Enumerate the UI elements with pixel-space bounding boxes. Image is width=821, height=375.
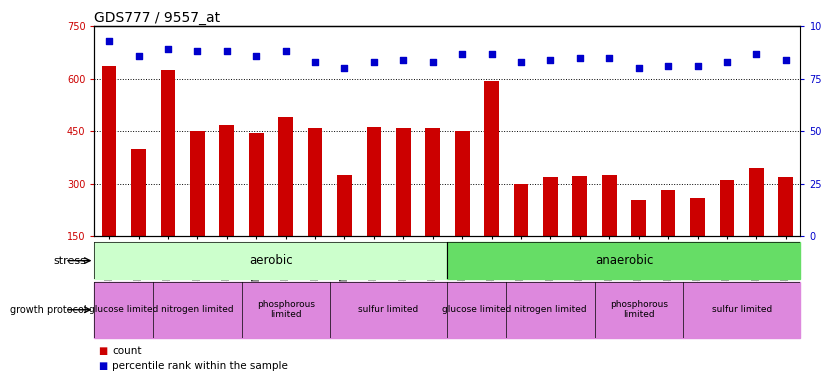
Point	[426, 59, 439, 65]
Bar	[514, 184, 529, 236]
Text: phosphorous
limited: phosphorous limited	[257, 300, 314, 320]
Text: ■: ■	[99, 346, 108, 355]
Text: stress: stress	[53, 256, 86, 266]
Point	[367, 59, 380, 65]
Point	[338, 65, 351, 71]
Bar	[94, 242, 447, 279]
Bar	[484, 81, 499, 236]
Bar	[131, 149, 146, 236]
Point	[132, 53, 145, 58]
Point	[573, 55, 586, 61]
Bar	[683, 282, 800, 338]
Text: glucose limited: glucose limited	[89, 305, 158, 314]
Point	[190, 48, 204, 54]
Bar	[94, 282, 154, 338]
Point	[485, 51, 498, 57]
Bar	[278, 117, 293, 236]
Bar	[543, 177, 557, 236]
Point	[103, 38, 116, 44]
Text: sulfur limited: sulfur limited	[712, 305, 772, 314]
Bar	[249, 133, 264, 236]
Point	[456, 51, 469, 57]
Bar	[308, 128, 323, 236]
Bar	[102, 66, 117, 236]
Text: GDS777 / 9557_at: GDS777 / 9557_at	[94, 11, 221, 25]
Bar	[594, 282, 683, 338]
Text: ■: ■	[99, 361, 108, 370]
Bar	[366, 127, 381, 236]
Bar	[602, 175, 617, 236]
Bar	[161, 70, 176, 236]
Point	[279, 48, 292, 54]
Point	[250, 53, 263, 58]
Text: anaerobic: anaerobic	[594, 254, 654, 267]
Text: percentile rank within the sample: percentile rank within the sample	[112, 361, 288, 370]
Bar	[631, 200, 646, 236]
Bar	[447, 242, 800, 279]
Text: glucose limited: glucose limited	[443, 305, 511, 314]
Text: nitrogen limited: nitrogen limited	[161, 305, 234, 314]
Bar	[219, 125, 234, 236]
Bar	[661, 190, 676, 236]
Point	[750, 51, 763, 57]
Point	[220, 48, 233, 54]
Bar	[572, 176, 587, 236]
Bar	[455, 131, 470, 236]
Point	[662, 63, 675, 69]
Bar	[425, 128, 440, 236]
Point	[603, 55, 616, 61]
Point	[691, 63, 704, 69]
Point	[162, 46, 175, 53]
Point	[720, 59, 733, 65]
Text: aerobic: aerobic	[249, 254, 293, 267]
Point	[309, 59, 322, 65]
Text: sulfur limited: sulfur limited	[359, 305, 419, 314]
Text: count: count	[112, 346, 142, 355]
Text: nitrogen limited: nitrogen limited	[514, 305, 587, 314]
Bar	[241, 282, 330, 338]
Text: phosphorous
limited: phosphorous limited	[610, 300, 667, 320]
Bar	[749, 168, 764, 236]
Bar	[507, 282, 594, 338]
Point	[632, 65, 645, 71]
Bar	[330, 282, 447, 338]
Bar	[447, 282, 507, 338]
Bar	[778, 177, 793, 236]
Point	[397, 57, 410, 63]
Point	[779, 57, 792, 63]
Bar	[154, 282, 241, 338]
Bar	[690, 198, 705, 236]
Point	[515, 59, 528, 65]
Bar	[719, 180, 734, 236]
Point	[544, 57, 557, 63]
Bar	[337, 175, 352, 236]
Bar	[190, 131, 204, 236]
Text: growth protocol: growth protocol	[10, 305, 86, 315]
Bar	[396, 129, 410, 236]
